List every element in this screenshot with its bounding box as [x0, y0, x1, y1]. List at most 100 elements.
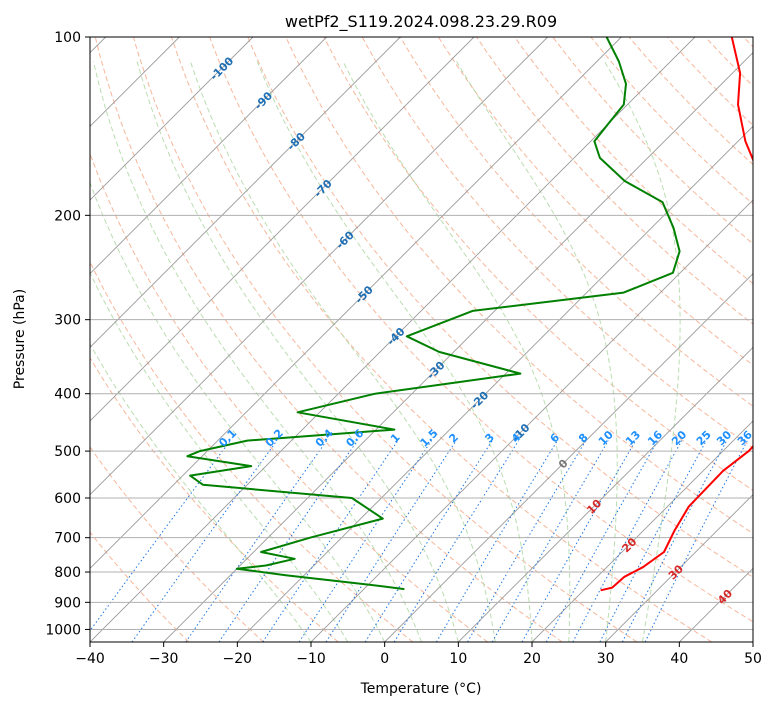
- moist-adiabat: [90, 181, 386, 642]
- mixing-ratio-label: 0.4: [313, 426, 336, 449]
- mixing-ratio-line: [262, 440, 399, 642]
- y-axis-label: Pressure (hPa): [12, 289, 28, 389]
- x-tick-label: 20: [523, 651, 541, 667]
- isotherm: [90, 37, 475, 422]
- isotherm-label: -40: [384, 325, 407, 348]
- moist-adiabat: [136, 61, 459, 642]
- isotherm: [679, 567, 753, 642]
- mixing-ratio-label: 3: [482, 431, 497, 446]
- y-tick-label: 100: [54, 30, 81, 46]
- x-tick-label: −40: [75, 651, 105, 667]
- mixing-ratio-line: [621, 440, 728, 642]
- pressure-grid: [90, 37, 753, 630]
- mixing-ratio-line: [393, 440, 520, 642]
- isotherm-label: 30: [666, 562, 686, 582]
- mixing-ratio-label: 8: [576, 431, 591, 446]
- mixing-ratio-line: [644, 440, 748, 642]
- mixing-ratio-label: 0.6: [343, 426, 366, 449]
- mixing-ratio-line: [298, 440, 432, 642]
- isotherm: [752, 641, 753, 642]
- x-tick-label: 0: [380, 651, 389, 667]
- x-axis-label: Temperature (°C): [360, 681, 482, 697]
- isotherm-label: -80: [285, 130, 308, 153]
- dry-adiabat: [704, 37, 753, 87]
- moist-adiabat: [456, 61, 618, 642]
- mixing-ratio-line: [218, 440, 358, 642]
- isotherm: [237, 125, 753, 642]
- isotherm-label: 10: [584, 497, 604, 517]
- dry-adiabat: [171, 37, 712, 642]
- isotherm: [90, 37, 548, 496]
- profiles: [186, 37, 753, 592]
- dry-adiabat: [552, 37, 753, 245]
- mixing-ratio-line: [545, 440, 659, 642]
- dry-adiabat: [590, 37, 753, 205]
- isotherm-label: -100: [208, 54, 237, 83]
- isotherm: [90, 37, 327, 275]
- dry-adiabat: [209, 37, 753, 623]
- mixing-ratio-line: [364, 440, 493, 642]
- y-tick-label: 500: [54, 444, 81, 460]
- mixing-ratio-line: [599, 440, 707, 642]
- dry-adiabat: [132, 37, 638, 642]
- temperature-line: [600, 37, 753, 592]
- y-axis-ticks: 100 200 300 400 500 600 700 800 900 1000: [45, 30, 90, 638]
- dewpoint-line: [186, 37, 681, 591]
- y-tick-label: 200: [54, 208, 81, 224]
- dry-adiabat: [476, 37, 753, 325]
- isotherm: [384, 273, 753, 642]
- isotherm: [605, 494, 753, 642]
- dry-adiabat: [90, 531, 190, 642]
- mixing-ratio-line: [491, 440, 609, 642]
- mixing-ratio-label: 16: [645, 428, 665, 448]
- y-tick-label: 600: [54, 491, 81, 507]
- isotherm: [531, 420, 753, 642]
- moist-adiabat: [90, 271, 349, 642]
- isotherm: [90, 37, 622, 569]
- y-tick-label: 700: [54, 531, 81, 547]
- mixing-ratio-line: [131, 440, 278, 642]
- x-tick-label: 40: [670, 651, 688, 667]
- x-tick-label: 50: [744, 651, 762, 667]
- chart-title: wetPf2_S119.2024.098.23.29.R09: [285, 12, 557, 32]
- moist-adiabat: [256, 61, 533, 642]
- isotherm: [310, 199, 753, 642]
- isotherm-label: -90: [252, 89, 275, 112]
- mixing-ratio-label: 25: [694, 428, 714, 448]
- dry-adiabat: [666, 37, 753, 126]
- mixing-ratio-label: 30: [714, 428, 734, 448]
- x-tick-label: −30: [149, 651, 179, 667]
- isotherm-label: -50: [353, 283, 376, 306]
- x-tick-label: −20: [223, 651, 253, 667]
- dry-adiabat: [323, 37, 753, 491]
- y-tick-label: 400: [54, 387, 81, 403]
- x-tick-label: 30: [597, 651, 615, 667]
- y-tick-label: 1000: [45, 622, 81, 638]
- mixing-ratio-label: 2: [446, 431, 461, 446]
- moist-adiabat: [90, 343, 312, 642]
- isotherm-label: 40: [715, 587, 735, 607]
- plot-frame: [89, 36, 754, 643]
- isotherm-label: -30: [424, 359, 447, 382]
- dry-adiabat: [285, 37, 753, 535]
- mixing-ratio-label: 36: [735, 428, 755, 448]
- y-tick-label: 800: [54, 565, 81, 581]
- mixing-ratio-line: [185, 440, 328, 642]
- mixing-ratio-line: [435, 440, 558, 642]
- moist-adiabat: [92, 61, 422, 642]
- x-tick-label: 10: [449, 651, 467, 667]
- dry-adiabat: [90, 260, 414, 642]
- moist-adiabat: [342, 61, 571, 642]
- moist-adiabat: [189, 61, 496, 642]
- isotherm-label: -60: [334, 228, 357, 251]
- isotherm: [163, 52, 753, 642]
- isotherm: [90, 37, 254, 201]
- mixing-ratio-line: [572, 440, 683, 642]
- moist-adiabat: [604, 61, 681, 642]
- x-axis-ticks: −40 −30 −20 −10 0 10 20 30 40 50: [75, 642, 762, 667]
- isotherm: [458, 346, 753, 642]
- isotherm-label: -70: [312, 177, 335, 200]
- mixing-ratio-line: [325, 440, 457, 642]
- isotherm: [90, 37, 401, 348]
- dry-adiabat: [90, 446, 264, 642]
